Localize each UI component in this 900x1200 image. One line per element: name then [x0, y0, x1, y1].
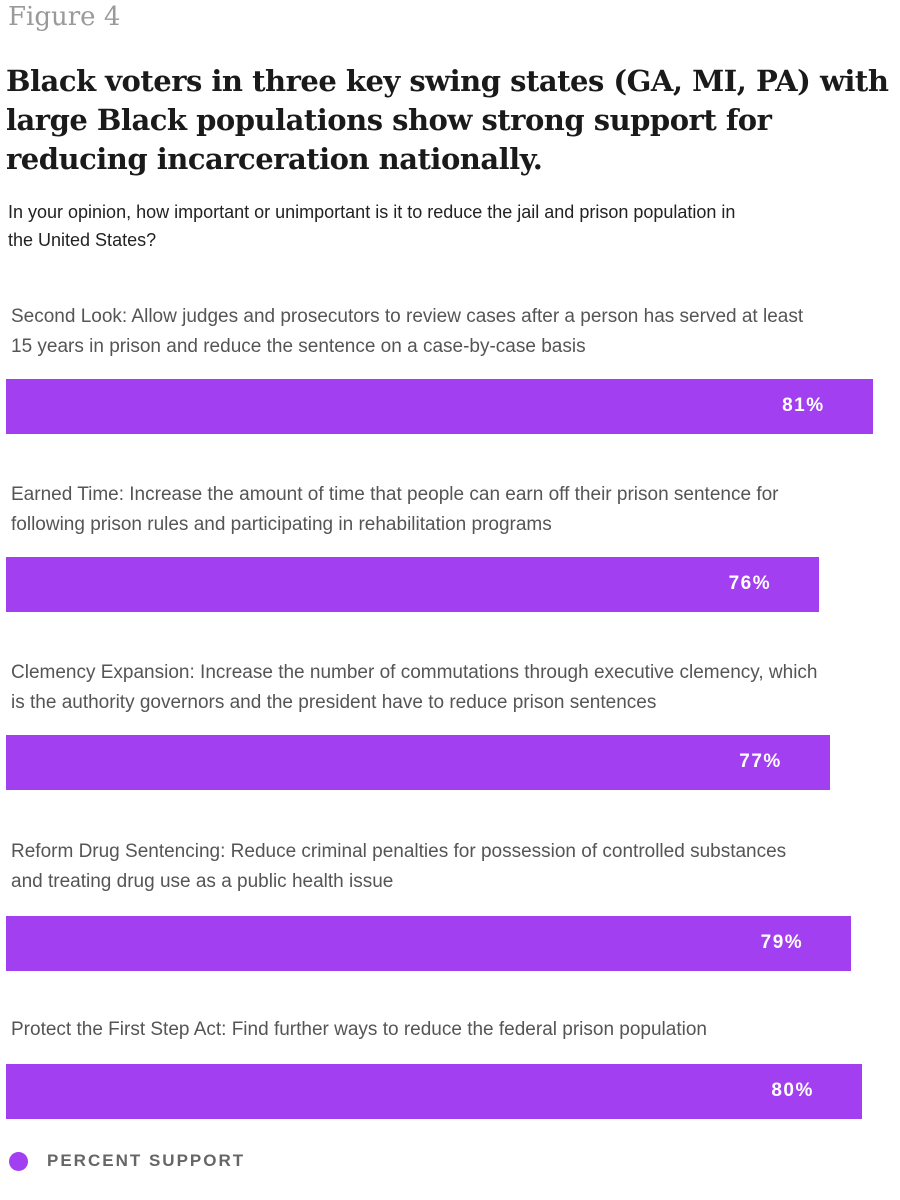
- category-label: Reform Drug Sentencing: Reduce criminal …: [11, 841, 787, 892]
- value-label: 81%: [782, 395, 825, 416]
- bar: [6, 735, 830, 790]
- value-label: 77%: [739, 751, 782, 772]
- category-label: Second Look: Allow judges and prosecutor…: [11, 306, 804, 357]
- chart-title: Black voters in three key swing states (…: [6, 64, 889, 176]
- legend-label: PERCENT SUPPORT: [47, 1151, 246, 1170]
- category-label: Protect the First Step Act: Find further…: [11, 1019, 707, 1040]
- value-label: 79%: [760, 932, 804, 953]
- chart-subtitle: In your opinion, how important or unimpo…: [8, 202, 736, 250]
- category-label: Clemency Expansion: Increase the number …: [11, 662, 818, 713]
- bar: [6, 557, 820, 612]
- bar: [6, 1064, 862, 1119]
- bar: [6, 379, 873, 434]
- value-label: 80%: [771, 1080, 814, 1101]
- category-label: Earned Time: Increase the amount of time…: [11, 484, 779, 535]
- bar: [6, 916, 852, 971]
- figure-label: Figure 4: [8, 2, 121, 32]
- legend-swatch: [9, 1152, 28, 1171]
- value-label: 76%: [728, 573, 772, 594]
